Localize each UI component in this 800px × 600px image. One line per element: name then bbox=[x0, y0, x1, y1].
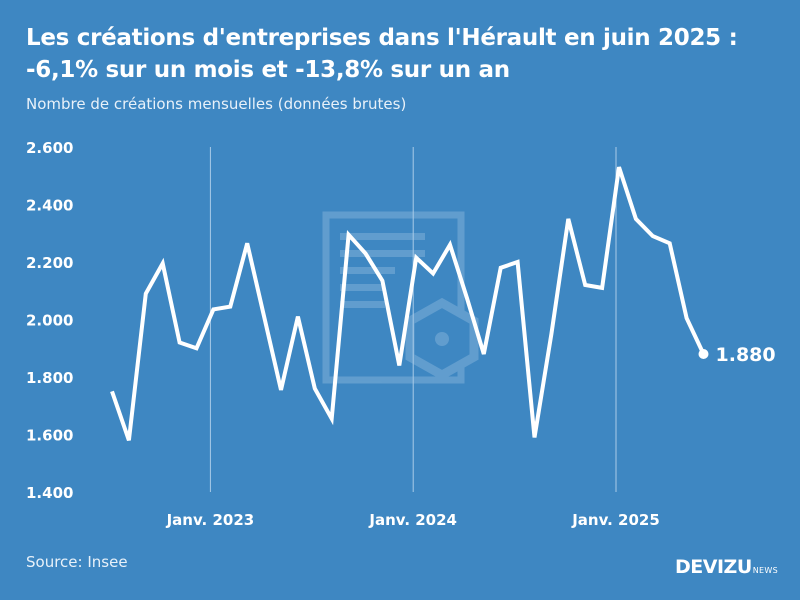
data-point bbox=[211, 307, 215, 311]
data-point bbox=[279, 388, 283, 392]
source-note: Source: Insee bbox=[26, 553, 128, 571]
data-point bbox=[549, 332, 553, 336]
data-point bbox=[397, 364, 401, 368]
data-point bbox=[161, 261, 165, 265]
chart-subtitle: Nombre de créations mensuelles (données … bbox=[26, 95, 407, 113]
data-point bbox=[583, 283, 587, 287]
data-point bbox=[651, 234, 655, 238]
data-point bbox=[685, 316, 689, 320]
data-point bbox=[195, 346, 199, 350]
x-tick-label: Janv. 2025 bbox=[571, 511, 660, 529]
data-point bbox=[330, 417, 334, 421]
data-point bbox=[482, 352, 486, 356]
data-point bbox=[178, 341, 182, 345]
y-tick-label: 2.000 bbox=[26, 312, 73, 330]
data-point bbox=[668, 241, 672, 245]
data-point bbox=[533, 435, 537, 439]
y-tick-label: 1.600 bbox=[26, 427, 73, 445]
data-point bbox=[617, 165, 621, 169]
data-point bbox=[228, 305, 232, 309]
y-tick-label: 2.600 bbox=[26, 139, 73, 157]
data-point bbox=[465, 296, 469, 300]
x-tick-label: Janv. 2024 bbox=[368, 511, 457, 529]
data-point bbox=[262, 315, 266, 319]
data-point bbox=[364, 251, 368, 255]
data-point bbox=[110, 389, 114, 393]
data-point bbox=[516, 260, 520, 264]
data-point bbox=[245, 241, 249, 245]
data-point bbox=[144, 292, 148, 296]
y-tick-label: 2.400 bbox=[26, 197, 73, 215]
end-value-label: 1.880 bbox=[716, 344, 776, 366]
y-tick-label: 1.800 bbox=[26, 369, 73, 387]
data-point bbox=[566, 217, 570, 221]
brand-suffix: NEWS bbox=[752, 566, 778, 575]
chart-title: Les créations d'entreprises dans l'Hérau… bbox=[26, 25, 738, 83]
data-point bbox=[499, 266, 503, 270]
brand-logo: DEVIZU NEWS bbox=[675, 556, 778, 578]
data-point bbox=[431, 272, 435, 276]
brand-name: DEVIZU bbox=[675, 556, 752, 578]
data-point bbox=[313, 387, 317, 391]
x-tick-label: Janv. 2023 bbox=[166, 511, 255, 529]
data-point bbox=[347, 233, 351, 237]
data-point bbox=[127, 438, 131, 442]
data-point bbox=[380, 279, 384, 283]
y-tick-label: 2.200 bbox=[26, 254, 73, 272]
end-point-marker bbox=[698, 349, 709, 359]
data-point bbox=[448, 243, 452, 247]
series-line bbox=[110, 166, 706, 441]
data-point bbox=[414, 256, 418, 260]
data-point bbox=[634, 217, 638, 221]
y-tick-label: 1.400 bbox=[26, 484, 73, 502]
data-point bbox=[296, 315, 300, 319]
data-point bbox=[600, 286, 604, 290]
